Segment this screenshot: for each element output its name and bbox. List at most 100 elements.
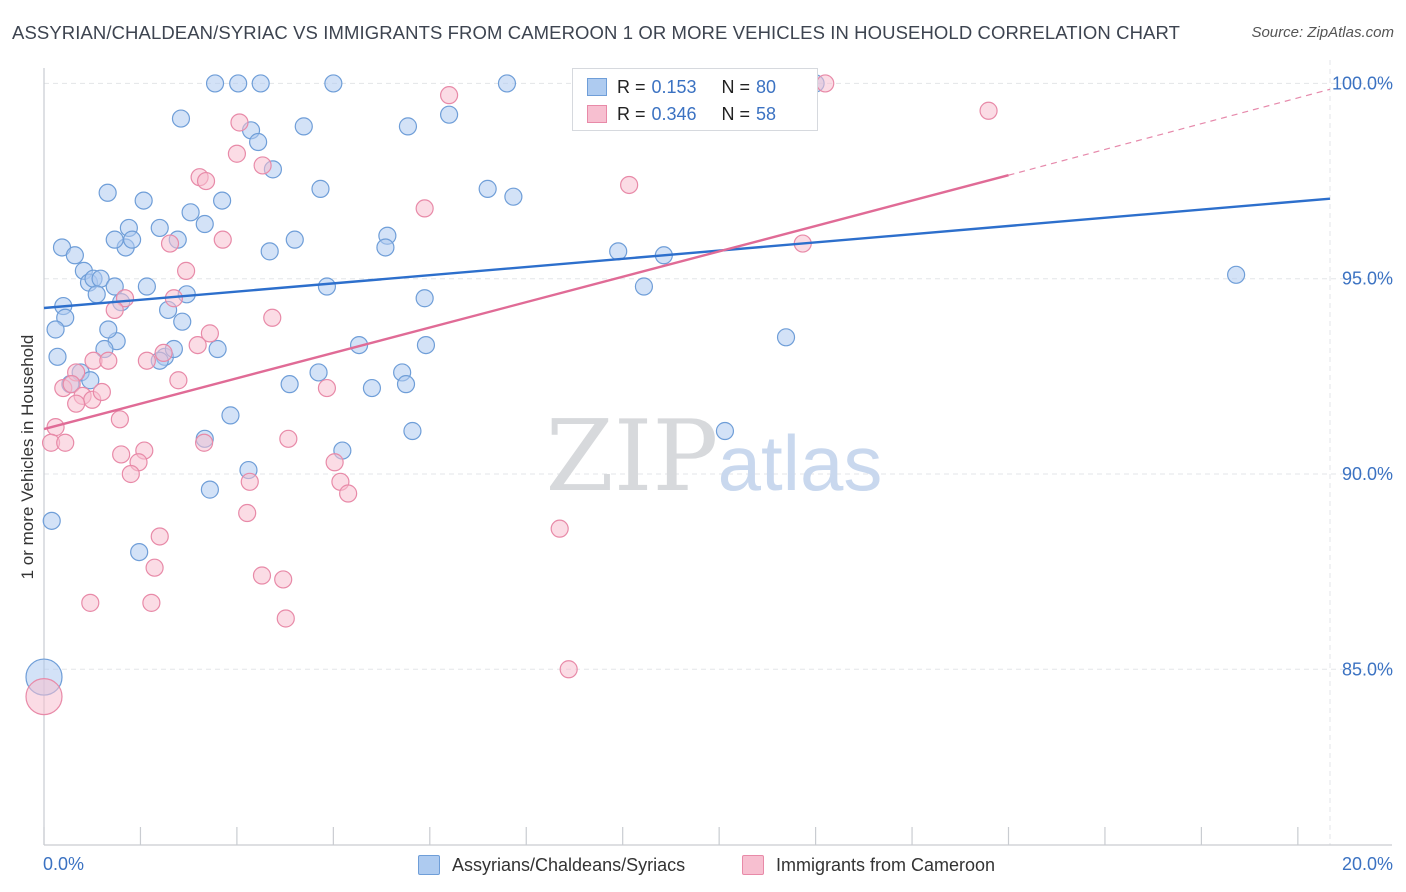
r-value: 0.153: [651, 76, 697, 97]
assyrian-point: [398, 117, 418, 136]
tick-labels-layer: 85.0% 90.0% 95.0% 100.0% 0.0% 20.0%: [43, 73, 1393, 874]
assyrian-point: [130, 542, 149, 562]
n-label: N =: [721, 103, 751, 124]
cameroon-point: [112, 445, 131, 464]
x-tick-label: 0.0%: [43, 854, 84, 874]
cameroon-point: [160, 234, 180, 253]
assyrian-point: [396, 375, 416, 394]
cameroon-point: [145, 558, 164, 577]
cameroon-point: [227, 144, 246, 163]
assyrian-point: [42, 511, 61, 530]
legend-item-assyrians[interactable]: Assyrians/Chaldeans/Syriacs: [418, 852, 685, 878]
cameroon-point: [188, 335, 207, 355]
cameroon-point: [200, 324, 219, 343]
cameroon-point: [196, 171, 216, 191]
cameroon-point: [81, 593, 100, 612]
cameroon-point: [415, 199, 434, 218]
assyrian-point: [478, 179, 497, 198]
y-tick-label: 90.0%: [1342, 464, 1393, 484]
legend-label-cameroon: Immigrants from Cameroon: [776, 854, 996, 875]
assyrian-point: [150, 218, 169, 238]
cameroon-point: [56, 433, 75, 452]
chart-title: ASSYRIAN/CHALDEAN/SYRIAC VS IMMIGRANTS F…: [12, 22, 1180, 43]
assyrian-point: [221, 406, 240, 425]
assyrian-point: [134, 191, 153, 210]
cameroon-point: [154, 343, 173, 363]
cameroon-point: [274, 570, 293, 589]
cameroon-point: [110, 410, 129, 429]
assyrian-point: [504, 187, 523, 206]
watermark-zip: ZIP: [546, 400, 719, 514]
assyrian-point: [56, 308, 75, 327]
assyrian-point: [403, 421, 422, 441]
assyrian-point: [200, 480, 219, 499]
series-legend: Assyrians/Chaldeans/Syriacs Immigrants f…: [0, 852, 1406, 878]
stats-row-assyrians: R = 0.153 N = 80: [587, 75, 776, 99]
cameroon-point: [238, 503, 257, 523]
assyrian-trend-line: [43, 197, 1331, 310]
cameroon-point: [559, 660, 578, 679]
n-label: N =: [721, 76, 751, 97]
assyrian-point: [81, 371, 100, 390]
r-label: R =: [617, 76, 646, 97]
assyrian-point: [195, 214, 214, 234]
cameroon-point: [317, 378, 337, 398]
cameroon-point: [252, 566, 272, 585]
assyrian-point: [376, 238, 395, 257]
x-tick-label: 20.0%: [1342, 854, 1393, 874]
assyrian-point: [497, 74, 517, 93]
cameroon-point: [439, 86, 459, 105]
assyrian-point: [280, 375, 299, 394]
swatch-cameroon: [587, 105, 607, 123]
cameroon-point: [99, 351, 118, 370]
assyrian-point: [181, 203, 200, 222]
assyrian-point: [439, 105, 459, 124]
cameroon-point: [92, 382, 111, 402]
cameroon-point: [979, 101, 998, 120]
assyrian-point: [171, 109, 191, 128]
cameroon-point: [550, 519, 569, 538]
n-value: 80: [756, 76, 777, 97]
assyrian-point: [317, 277, 337, 296]
y-tick-label: 100.0%: [1332, 73, 1393, 93]
assyrian-point: [285, 230, 304, 249]
cameroon-point: [25, 677, 63, 716]
assyrian-point: [87, 285, 106, 304]
cameroon-point: [62, 375, 81, 394]
grid-layer: [44, 60, 1392, 845]
cameroon-point: [279, 429, 298, 448]
assyrian-point: [416, 335, 436, 355]
cameroon-point: [150, 527, 169, 546]
cameroon-point: [67, 394, 86, 413]
assyrian-point: [205, 74, 225, 93]
assyrian-point: [260, 242, 279, 261]
assyrian-point: [98, 183, 117, 202]
stats-legend: R = 0.153 N = 80 R = 0.346 N = 58: [572, 68, 818, 131]
cameroon-point: [263, 308, 282, 327]
cameroon-point: [816, 74, 835, 93]
assyrian-point: [251, 74, 270, 93]
legend-label-assyrians: Assyrians/Chaldeans/Syriacs: [452, 854, 686, 875]
cameroon-point: [325, 453, 344, 472]
legend-item-cameroon[interactable]: Immigrants from Cameroon: [742, 852, 995, 878]
y-tick-label: 85.0%: [1342, 659, 1393, 679]
assyrian-point: [122, 230, 142, 249]
assyrian-point: [311, 179, 330, 198]
points-layer: [25, 74, 1246, 716]
cameroon-point: [105, 300, 124, 320]
cameroon-point: [230, 113, 249, 132]
r-value: 0.346: [651, 103, 697, 124]
assyrian-point: [99, 320, 118, 339]
assyrian-point: [137, 277, 156, 296]
assyrian-point: [776, 328, 796, 347]
assyrian-point: [609, 242, 628, 261]
assyrian-point: [173, 312, 192, 331]
y-axis-title: 1 or more Vehicles in Household: [18, 334, 37, 580]
cameroon-point: [213, 230, 232, 249]
cameroon-point: [177, 261, 196, 280]
stats-row-cameroon: R = 0.346 N = 58: [587, 102, 776, 126]
swatch-assyrians: [587, 78, 607, 96]
cameroon-trend-line: [43, 174, 1009, 431]
cameroon-point: [137, 351, 156, 370]
legend-swatch-cameroon: [742, 855, 764, 875]
